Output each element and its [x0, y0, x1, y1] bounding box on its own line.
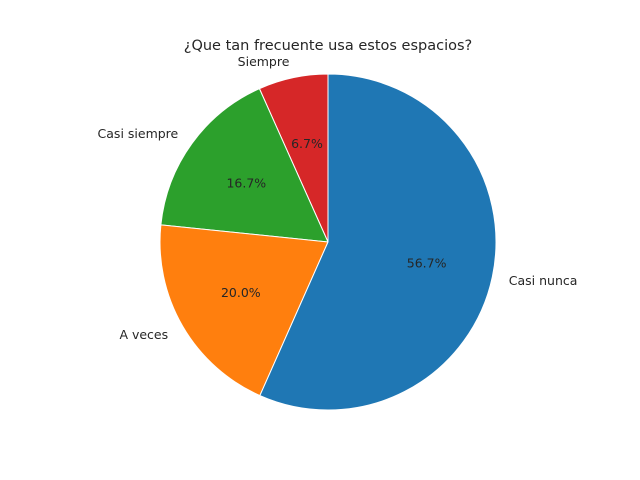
percent-casi-nunca: 56.7%: [407, 255, 447, 270]
pie-labels: Siempre 6.7% Casi siempre 16.7% A veces 20.0%…: [98, 54, 578, 342]
percent-casi-siempre: 16.7%: [226, 175, 266, 190]
percent-siempre: 6.7%: [291, 136, 323, 151]
percent-a-veces: 20.0%: [221, 285, 261, 300]
slice-casi-siempre: [160, 88, 329, 243]
label-a-veces: A veces: [119, 327, 168, 342]
slice-a-veces: [159, 224, 329, 397]
label-casi-siempre: Casi siempre: [98, 126, 179, 141]
label-siempre: Siempre: [238, 54, 290, 69]
slice-casi-nunca: [259, 73, 497, 411]
pie-slices: [159, 73, 497, 411]
chart-title: ¿Que tan frecuente usa estos espacios?: [184, 38, 472, 54]
label-casi-nunca: Casi nunca: [509, 273, 578, 288]
